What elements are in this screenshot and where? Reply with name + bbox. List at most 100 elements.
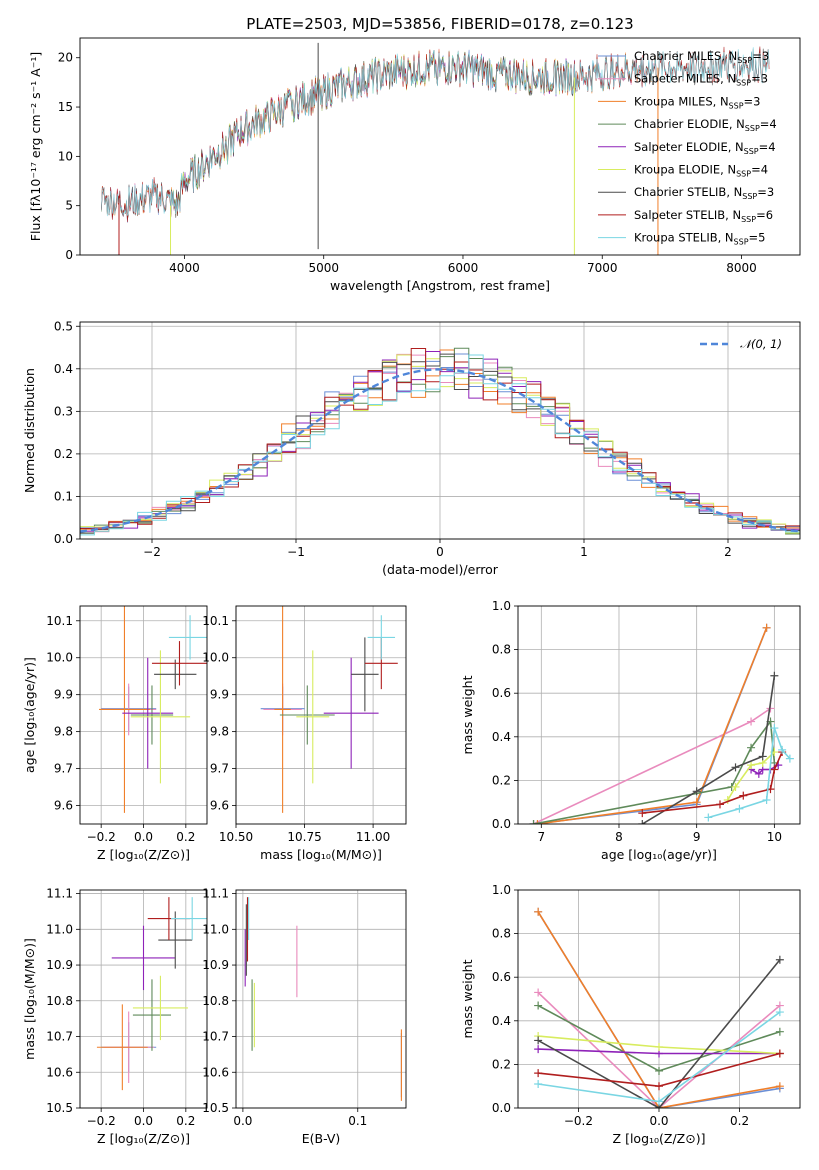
y-tick-label: 10 xyxy=(58,149,73,163)
weight-marker xyxy=(731,763,740,772)
errorbar-point xyxy=(130,650,191,784)
axes-frame xyxy=(235,889,407,1109)
weight-marker xyxy=(775,1049,784,1058)
y-axis-label: mass weight xyxy=(460,959,475,1038)
y-tick-label: 1.0 xyxy=(492,599,511,613)
legend-label: Salpeter ELODIE, NSSP=4 xyxy=(634,140,776,156)
weight-marker xyxy=(775,1027,784,1036)
weight-marker xyxy=(534,1036,543,1045)
x-tick-label: 0.0 xyxy=(134,830,153,844)
legend-label: Kroupa MILES, NSSP=3 xyxy=(634,94,760,110)
y-axis-label: mass [log₁₀(M/M⊙)] xyxy=(22,938,37,1060)
x-axis-label: Z [log₁₀(Z/Z⊙)] xyxy=(97,1131,190,1146)
errorbar-point xyxy=(323,657,379,769)
x-tick-label: 7 xyxy=(537,830,545,844)
weight-marker xyxy=(778,745,787,754)
errorbar-point xyxy=(168,615,207,660)
legend-label: Chabrier STELIB, NSSP=3 xyxy=(634,185,774,201)
y-tick-label: 11.1 xyxy=(46,887,73,901)
plot-area xyxy=(260,606,398,813)
figure-title: PLATE=2503, MJD=53856, FIBERID=0178, z=0… xyxy=(246,15,633,33)
y-tick-label: 10.1 xyxy=(46,614,73,628)
axes-mass_vs_ebv: 0.0 0.1 10.5 10.6 10.7 10.8 10.9 11.0 11.1 E(B-V) xyxy=(202,887,407,1146)
weight-marker xyxy=(770,724,779,733)
weight-marker xyxy=(655,1097,663,1106)
weight-marker xyxy=(692,787,701,796)
y-tick-label: 11.1 xyxy=(202,887,229,901)
axes-spectrum: 4000 5000 6000 7000 8000 0 5 10 15 20 wavelength [… xyxy=(28,37,801,293)
y-tick-label: 20 xyxy=(58,51,73,65)
weight-marker xyxy=(739,791,748,800)
errorbar-point xyxy=(96,1004,148,1091)
y-tick-label: 0.0 xyxy=(54,532,73,546)
y-tick-label: 0.4 xyxy=(54,362,73,376)
errorbar-point xyxy=(351,637,379,712)
weight-marker xyxy=(655,1066,663,1075)
x-tick-label: 4000 xyxy=(169,261,200,275)
weight-series-line xyxy=(537,991,781,1108)
plot-area xyxy=(80,347,800,539)
weight-marker xyxy=(785,754,794,763)
y-tick-label: 10.7 xyxy=(46,1030,73,1044)
axes-frame xyxy=(79,37,801,256)
weight-marker xyxy=(534,1069,543,1078)
x-axis-label: mass [log₁₀(M/M⊙)] xyxy=(260,847,382,862)
normal-curve xyxy=(80,368,800,533)
x-tick-label: −1 xyxy=(287,545,305,559)
y-tick-label: 0.1 xyxy=(54,489,73,503)
y-tick-label: 0.0 xyxy=(492,817,511,831)
weight-series-line xyxy=(537,959,781,1108)
plot-area xyxy=(96,897,207,1091)
weight-marker xyxy=(775,955,784,964)
weight-marker xyxy=(534,1080,543,1089)
x-tick-label: 10.75 xyxy=(287,830,321,844)
weight-marker xyxy=(735,804,744,813)
y-tick-label: 0.6 xyxy=(492,970,511,984)
axes-mass_vs_Z: −0.2 0.0 0.2 10.5 10.6 10.7 10.8 10.9 11.0 11.1 Z … xyxy=(22,887,208,1146)
plot-area xyxy=(534,907,784,1108)
plot-area xyxy=(529,623,794,824)
legend-residuals: 𝒩(0, 1) xyxy=(700,337,782,351)
weight-marker xyxy=(747,743,756,752)
weight-marker xyxy=(731,782,740,791)
axes-frame xyxy=(517,889,801,1109)
axes-frame xyxy=(79,889,208,1109)
errorbar-point xyxy=(122,657,174,769)
y-tick-label: 0.0 xyxy=(492,1101,511,1115)
y-tick-label: 10.6 xyxy=(202,1065,229,1079)
errorbar-point xyxy=(279,685,335,745)
y-tick-label: 0 xyxy=(65,248,73,262)
x-axis-label: Z [log₁₀(Z/Z⊙)] xyxy=(97,847,190,862)
y-tick-label: 11.0 xyxy=(46,922,73,936)
y-tick-label: 1.0 xyxy=(492,883,511,897)
legend-label: Salpeter STELIB, NSSP=6 xyxy=(634,208,773,224)
weight-marker xyxy=(762,623,771,632)
y-axis-label: age [log₁₀(age/yr)] xyxy=(22,657,37,773)
y-tick-label: 10.7 xyxy=(202,1030,229,1044)
x-tick-label: 0.0 xyxy=(134,1114,153,1128)
y-tick-label: 0.8 xyxy=(492,643,511,657)
x-tick-label: −0.2 xyxy=(87,1114,116,1128)
y-tick-label: 0.6 xyxy=(492,686,511,700)
x-tick-label: 6000 xyxy=(448,261,479,275)
y-tick-label: 11.0 xyxy=(202,922,229,936)
y-tick-label: 0.4 xyxy=(492,1014,511,1028)
x-axis-label: age [log₁₀(age/yr)] xyxy=(601,847,717,862)
x-axis-label: (data-model)/error xyxy=(382,562,499,577)
x-tick-label: 8000 xyxy=(726,261,757,275)
weight-marker xyxy=(758,752,767,761)
weight-marker xyxy=(534,1001,543,1010)
axes-age_vs_Z: −0.2 0.0 0.2 9.6 9.7 9.8 9.9 10.0 10.1 Z [log₁₀(Z… xyxy=(22,605,208,862)
y-tick-label: 9.8 xyxy=(54,725,73,739)
weight-marker xyxy=(775,1008,784,1017)
y-tick-label: 9.8 xyxy=(210,725,229,739)
x-tick-label: 0.0 xyxy=(233,1114,252,1128)
x-tick-label: 10 xyxy=(767,830,782,844)
y-tick-label: 9.6 xyxy=(210,799,229,813)
legend-label: Chabrier ELODIE, NSSP=4 xyxy=(634,117,777,133)
residual-histogram xyxy=(80,354,800,539)
errorbar-point xyxy=(151,641,207,686)
axes-frame xyxy=(517,605,801,825)
x-tick-label: 1 xyxy=(580,545,588,559)
y-tick-label: 0.2 xyxy=(492,773,511,787)
